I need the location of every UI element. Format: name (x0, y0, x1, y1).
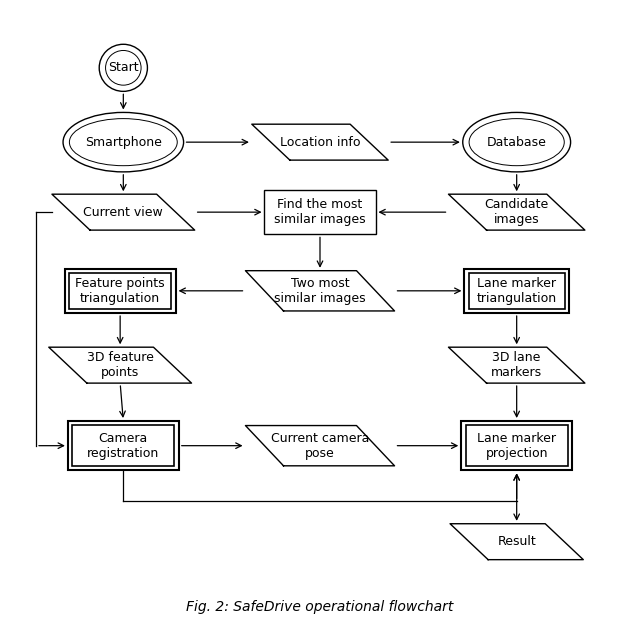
Polygon shape (449, 194, 585, 230)
Text: Start: Start (108, 61, 139, 74)
Ellipse shape (63, 112, 184, 172)
Circle shape (99, 44, 147, 91)
Bar (264, 190, 376, 234)
Polygon shape (49, 348, 191, 383)
Bar (69, 273, 172, 309)
Bar (468, 273, 564, 309)
Polygon shape (449, 348, 585, 383)
Text: Feature points
triangulation: Feature points triangulation (76, 277, 165, 305)
Text: Current camera
pose: Current camera pose (271, 432, 369, 459)
Text: Lane marker
projection: Lane marker projection (477, 432, 556, 459)
Text: Result: Result (497, 535, 536, 548)
Text: Current view: Current view (83, 206, 163, 219)
Bar (68, 421, 179, 471)
Text: Candidate
images: Candidate images (484, 198, 549, 226)
Text: Find the most
similar images: Find the most similar images (274, 198, 366, 226)
Text: 3D lane
markers: 3D lane markers (491, 351, 542, 379)
Polygon shape (246, 426, 394, 466)
Bar (461, 421, 572, 471)
Text: Location info: Location info (280, 136, 360, 149)
Bar (65, 269, 175, 313)
Bar (72, 425, 174, 466)
Bar (466, 425, 568, 466)
Text: Smartphone: Smartphone (85, 136, 162, 149)
Polygon shape (450, 524, 583, 559)
Polygon shape (246, 271, 394, 311)
Text: Two most
similar images: Two most similar images (274, 277, 366, 305)
Text: Camera
registration: Camera registration (87, 432, 159, 459)
Text: Lane marker
triangulation: Lane marker triangulation (477, 277, 557, 305)
Polygon shape (52, 194, 195, 230)
Ellipse shape (463, 112, 571, 172)
Text: 3D feature
points: 3D feature points (86, 351, 154, 379)
Bar (465, 269, 569, 313)
Text: Database: Database (487, 136, 547, 149)
Text: Fig. 2: SafeDrive operational flowchart: Fig. 2: SafeDrive operational flowchart (186, 600, 454, 614)
Polygon shape (252, 124, 388, 160)
